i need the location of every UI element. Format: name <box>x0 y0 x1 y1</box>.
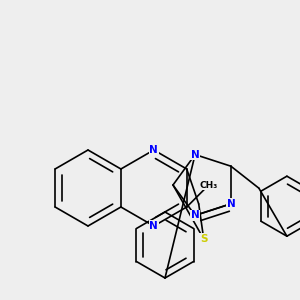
Text: N: N <box>149 221 158 231</box>
Text: CH₃: CH₃ <box>200 181 218 190</box>
Text: S: S <box>200 234 208 244</box>
Text: N: N <box>191 210 200 220</box>
Text: N: N <box>191 150 200 160</box>
Text: N: N <box>149 145 158 155</box>
Text: N: N <box>226 199 235 209</box>
